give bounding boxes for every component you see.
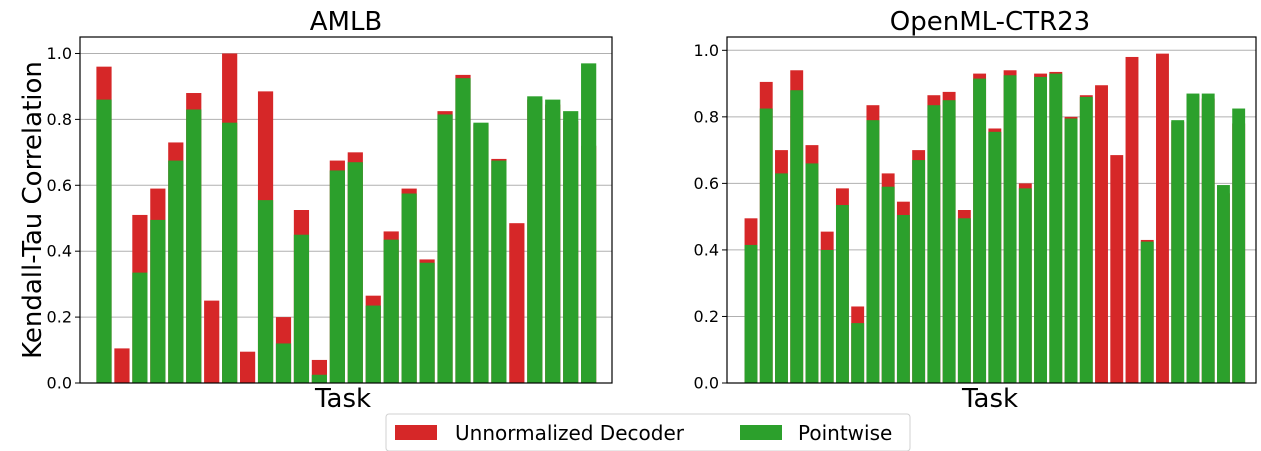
- bar-unnormalized-decoder: [1095, 85, 1108, 383]
- y-tick-label: 0.2: [47, 308, 72, 327]
- bar-unnormalized-decoder: [509, 223, 525, 383]
- y-axis-label: Kendall-Tau Correlation: [18, 61, 48, 359]
- bar-pointwise: [759, 108, 773, 384]
- bar-pointwise: [275, 343, 292, 383]
- bar-pointwise: [1186, 93, 1200, 384]
- bar-pointwise: [942, 100, 956, 383]
- bar-pointwise: [927, 105, 941, 384]
- legend-frame: [385, 413, 911, 451]
- bar-pointwise: [835, 205, 849, 383]
- bar-pointwise: [437, 114, 453, 383]
- bar-pointwise: [973, 78, 987, 383]
- y-tick-label: 1.0: [694, 41, 719, 60]
- legend-label-unnormalized: Unnormalized Decoder: [455, 421, 685, 445]
- bar-pointwise: [186, 109, 202, 383]
- y-tick-label: 0.6: [694, 174, 719, 193]
- y-tick-label: 0.4: [47, 242, 72, 261]
- bar-pointwise: [455, 78, 471, 383]
- bar-pointwise: [545, 99, 561, 383]
- bar-unnormalized-decoder: [240, 351, 256, 383]
- bar-pointwise: [1034, 76, 1048, 383]
- bar-pointwise: [150, 219, 166, 383]
- y-axis-ticks: 0.0 0.2 0.4 0.6 0.8 1.0: [694, 41, 727, 393]
- y-tick-label: 0.2: [694, 307, 719, 326]
- bar-pointwise: [419, 262, 435, 383]
- bar-pointwise: [473, 122, 489, 383]
- bars: [96, 53, 597, 384]
- bar-pointwise: [1216, 185, 1230, 383]
- bar-pointwise: [790, 90, 804, 383]
- bar-pointwise: [329, 170, 345, 383]
- legend: Unnormalized Decoder Pointwise: [385, 413, 911, 451]
- y-tick-label: 0.4: [694, 240, 719, 259]
- bar-pointwise: [222, 122, 238, 383]
- bar-pointwise: [491, 160, 507, 383]
- legend-swatch-pointwise: [740, 425, 782, 440]
- bar-pointwise: [851, 323, 865, 383]
- bar-pointwise: [881, 186, 895, 383]
- y-tick-label: 0.8: [694, 107, 719, 126]
- bar-pointwise: [1201, 93, 1215, 384]
- bar-pointwise: [1171, 120, 1185, 383]
- bar-pointwise: [1018, 188, 1032, 383]
- bar-pointwise: [805, 163, 819, 383]
- bar-pointwise: [401, 193, 417, 383]
- bar-pointwise: [168, 160, 184, 383]
- bar-pointwise: [563, 111, 579, 384]
- legend-swatch-unnormalized: [395, 425, 437, 440]
- bar-pointwise: [96, 99, 112, 383]
- bar-pointwise: [383, 239, 399, 383]
- bar-pointwise: [957, 218, 971, 383]
- bar-pointwise: [365, 305, 381, 383]
- bar-pointwise: [1003, 75, 1017, 383]
- bar-pointwise: [866, 120, 880, 383]
- bar-pointwise: [347, 162, 363, 383]
- y-tick-label: 0.0: [47, 374, 72, 393]
- bar-unnormalized-decoder: [114, 348, 130, 383]
- bar-pointwise: [1049, 73, 1063, 383]
- bar-pointwise: [896, 214, 910, 383]
- y-tick-label: 0.6: [47, 176, 72, 195]
- bar-pointwise: [820, 249, 834, 383]
- bar-pointwise: [988, 131, 1002, 383]
- bar-pointwise: [1079, 96, 1093, 383]
- chart-title: OpenML-CTR23: [890, 7, 1090, 37]
- legend-label-pointwise: Pointwise: [798, 421, 892, 445]
- bar-pointwise: [1064, 118, 1078, 383]
- bar-unnormalized-decoder: [1125, 56, 1139, 383]
- bars: [744, 53, 1246, 384]
- chart-title: AMLB: [310, 7, 383, 37]
- y-tick-label: 0.8: [47, 110, 72, 129]
- plot-frame: [726, 36, 1257, 384]
- x-axis-label: Task: [314, 384, 371, 414]
- bar-pointwise: [132, 272, 148, 383]
- bar-pointwise: [1140, 241, 1154, 383]
- bar-unnormalized-decoder: [1110, 155, 1124, 383]
- bar-pointwise: [744, 244, 758, 383]
- chart-amlb: 0.0 0.2 0.4 0.6 0.8 1.0 AMLB Task Kendall-Tau…: [18, 7, 613, 414]
- x-axis-label: Task: [961, 384, 1018, 414]
- bar-pointwise: [912, 160, 926, 383]
- y-axis-ticks: 0.0 0.2 0.4 0.6 0.8 1.0: [47, 44, 80, 393]
- y-tick-label: 1.0: [47, 44, 72, 63]
- chart-openml-ctr23: 0.0 0.2 0.4 0.6 0.8 1.0 OpenML-CTR23 Task: [694, 7, 1257, 414]
- bar-pointwise: [581, 63, 597, 383]
- bar-pointwise: [311, 374, 327, 383]
- bar-unnormalized-decoder: [204, 300, 220, 383]
- bar-pointwise: [257, 200, 274, 383]
- bar-pointwise: [527, 96, 543, 384]
- bar-pointwise: [1232, 108, 1246, 384]
- bar-pointwise: [293, 234, 310, 383]
- plot-frame: [79, 36, 613, 384]
- y-tick-label: 0.0: [694, 374, 719, 393]
- bar-unnormalized-decoder: [1156, 53, 1169, 384]
- bar-pointwise: [775, 173, 788, 383]
